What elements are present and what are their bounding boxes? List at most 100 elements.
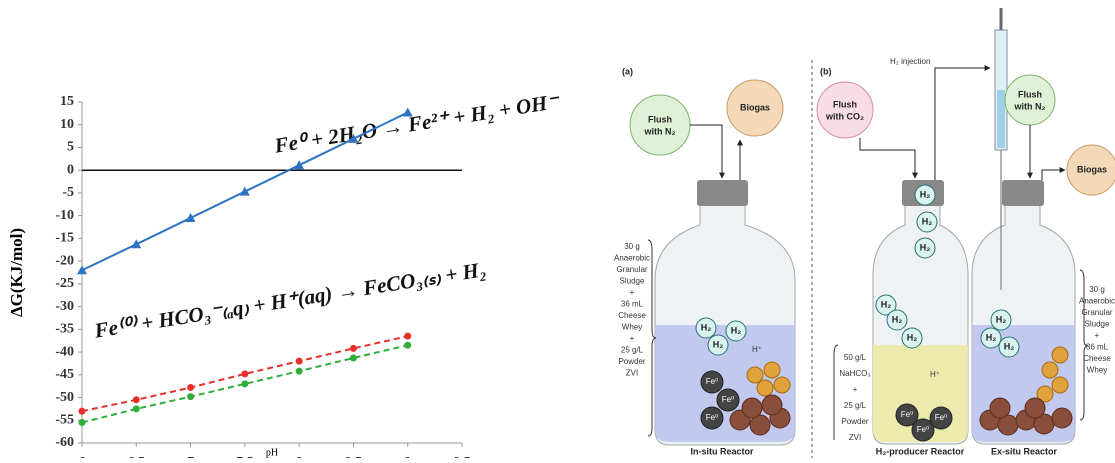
input-label: Powder — [618, 357, 645, 366]
node-label: with N₂ — [1014, 101, 1046, 111]
point — [295, 367, 303, 375]
granule — [1051, 376, 1069, 394]
input-label: Cheese — [1083, 354, 1111, 363]
y-tick-label: 5 — [67, 140, 74, 155]
point — [295, 357, 303, 365]
sludge — [1051, 407, 1073, 429]
input-label: Anaerobic — [1079, 297, 1115, 306]
input-label: Cheese — [618, 311, 646, 320]
y-tick-label: -40 — [55, 344, 74, 359]
reactor-label: H₂-producer Reactor — [876, 446, 965, 456]
h2-bubble — [990, 309, 1012, 331]
bubble-label: H₂ — [892, 314, 903, 324]
h2-bubble — [914, 184, 936, 206]
iron-label: Fe⁰ — [917, 425, 930, 434]
point — [187, 393, 195, 401]
gas-node — [629, 94, 691, 156]
granule — [756, 379, 774, 397]
point — [239, 186, 250, 196]
iron-particle — [716, 388, 740, 412]
panel-label: (b) — [820, 66, 832, 76]
input-label: ZVI — [849, 433, 861, 442]
y-tick-label: -50 — [55, 390, 74, 405]
reactor-label: Ex-situ Reactor — [991, 446, 1058, 456]
equation: Fe⁰ + 2H₂O → Fe²⁺ + H₂ + OH⁻ — [272, 89, 562, 158]
brace — [833, 344, 839, 440]
h2-bubble — [707, 334, 729, 356]
panel-label: (a) — [622, 66, 633, 76]
y-tick-label: -30 — [55, 299, 74, 314]
granule — [1051, 346, 1069, 364]
input-label: 36 mL — [1086, 343, 1109, 352]
bubble-label: H₂ — [920, 242, 931, 252]
point — [404, 332, 412, 340]
h2-bubble — [886, 309, 908, 331]
y-tick-label: -60 — [55, 435, 74, 450]
point — [404, 341, 412, 349]
iron-particle — [929, 406, 953, 430]
input-label: 36 mL — [621, 300, 644, 309]
input-label: 25 g/L — [844, 401, 867, 410]
cap — [1002, 180, 1044, 206]
input-label: 25 g/L — [621, 346, 644, 355]
h2-bubble — [901, 327, 923, 349]
sludge — [1024, 397, 1046, 419]
point — [294, 160, 305, 170]
bubble-label: H₂ — [701, 322, 712, 332]
y-tick-label: -45 — [55, 367, 74, 382]
input-label: 30 g — [1089, 285, 1105, 294]
reactor-label: In-situ Reactor — [690, 446, 754, 456]
bubble-label: H₂ — [713, 339, 724, 349]
node-label: Flush — [1018, 89, 1042, 99]
node-label: Flush — [648, 114, 672, 124]
point — [132, 396, 140, 404]
point — [78, 407, 86, 415]
point — [132, 405, 140, 413]
iron-particle — [700, 406, 724, 430]
input-label: Whey — [1087, 366, 1107, 375]
point — [78, 419, 86, 427]
proton-label: H⁺ — [930, 370, 940, 379]
granule — [1036, 385, 1054, 403]
granule — [773, 376, 791, 394]
input-label: + — [853, 385, 858, 394]
input-label: Anaerobic — [614, 254, 650, 263]
bubble-label: H₂ — [920, 189, 931, 199]
input-label: Sludge — [1085, 320, 1110, 329]
node-label: Biogas — [1077, 164, 1107, 174]
brace — [647, 239, 657, 437]
y-tick-label: 0 — [67, 162, 74, 177]
point — [131, 239, 142, 249]
input-label: Sludge — [620, 277, 645, 286]
label: H₂ injection — [890, 57, 930, 66]
y-tick-label: -20 — [55, 253, 74, 268]
input-label: + — [630, 334, 635, 343]
gas-node — [816, 81, 874, 139]
granule — [1041, 361, 1059, 379]
iron-particle — [700, 370, 724, 394]
gas-node — [1066, 144, 1115, 196]
y-tick-label: -10 — [55, 208, 74, 223]
point — [402, 107, 413, 117]
iron-particle — [895, 403, 919, 427]
bubble-label: H₂ — [907, 332, 918, 342]
h2-bubble — [875, 294, 897, 316]
y-tick-label: 15 — [60, 94, 74, 109]
point — [241, 380, 249, 388]
sludge — [741, 397, 763, 419]
input-label: 50 g/L — [844, 353, 867, 362]
h2-bubble — [916, 211, 938, 233]
iron-label: Fe⁰ — [706, 413, 719, 422]
y-axis-label: ΔG(KJ/mol) — [7, 228, 26, 317]
sludge — [749, 414, 771, 436]
equation: Fe⁽⁰⁾ + HCO₃⁻₍ₐq₎ + H⁺(aq) → FeCO₃₍ₛ₎ + … — [92, 257, 488, 343]
input-label: + — [630, 288, 635, 297]
gas-node — [1004, 74, 1056, 126]
y-tick-label: -35 — [55, 322, 74, 337]
bubble-label: H₂ — [986, 332, 997, 342]
input-label: Granular — [616, 265, 647, 274]
input-label: NaHCO₃ — [839, 369, 870, 378]
point — [349, 354, 357, 362]
input-label: 30 g — [624, 242, 640, 251]
